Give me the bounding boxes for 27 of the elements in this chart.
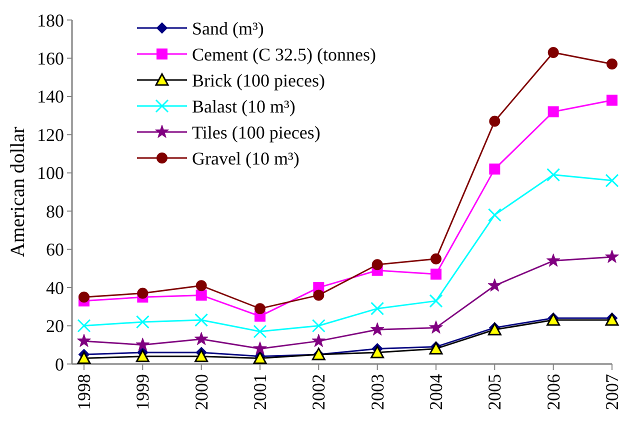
- y-tick-label: 100: [37, 163, 64, 184]
- y-tick-label: 140: [37, 86, 64, 107]
- x-tick-label: 2006: [543, 374, 564, 410]
- x-tick-label: 2000: [191, 374, 212, 410]
- legend-label: Brick (100 pieces): [192, 70, 325, 90]
- y-tick-label: 120: [37, 124, 64, 145]
- y-tick-label: 0: [55, 354, 64, 374]
- y-tick-label: 80: [46, 201, 64, 222]
- x-tick-label: 2007: [602, 374, 620, 410]
- legend-label: Sand (m³): [192, 18, 264, 38]
- legend-label: Balast (10 m³): [192, 96, 296, 116]
- x-tick-label: 1998: [74, 374, 94, 410]
- y-tick-label: 20: [46, 316, 64, 336]
- legend-label: Gravel (10 m³): [192, 148, 300, 168]
- x-tick-label: 2003: [367, 374, 388, 410]
- y-tick-label: 60: [46, 240, 64, 260]
- x-tick-label: 2005: [484, 374, 505, 410]
- legend-label: Tiles (100 pieces): [192, 122, 320, 142]
- y-tick-label: 160: [37, 48, 64, 69]
- x-tick-label: 1999: [132, 374, 153, 410]
- x-tick-label: 2004: [426, 374, 446, 410]
- y-axis-title: American dollar: [7, 126, 29, 258]
- y-tick-label: 180: [37, 10, 64, 30]
- x-tick-label: 2002: [308, 374, 329, 410]
- x-tick-label: 2001: [250, 374, 270, 410]
- y-tick-label: 40: [46, 278, 64, 298]
- legend-label: Cement (C 32.5) (tonnes): [192, 44, 376, 64]
